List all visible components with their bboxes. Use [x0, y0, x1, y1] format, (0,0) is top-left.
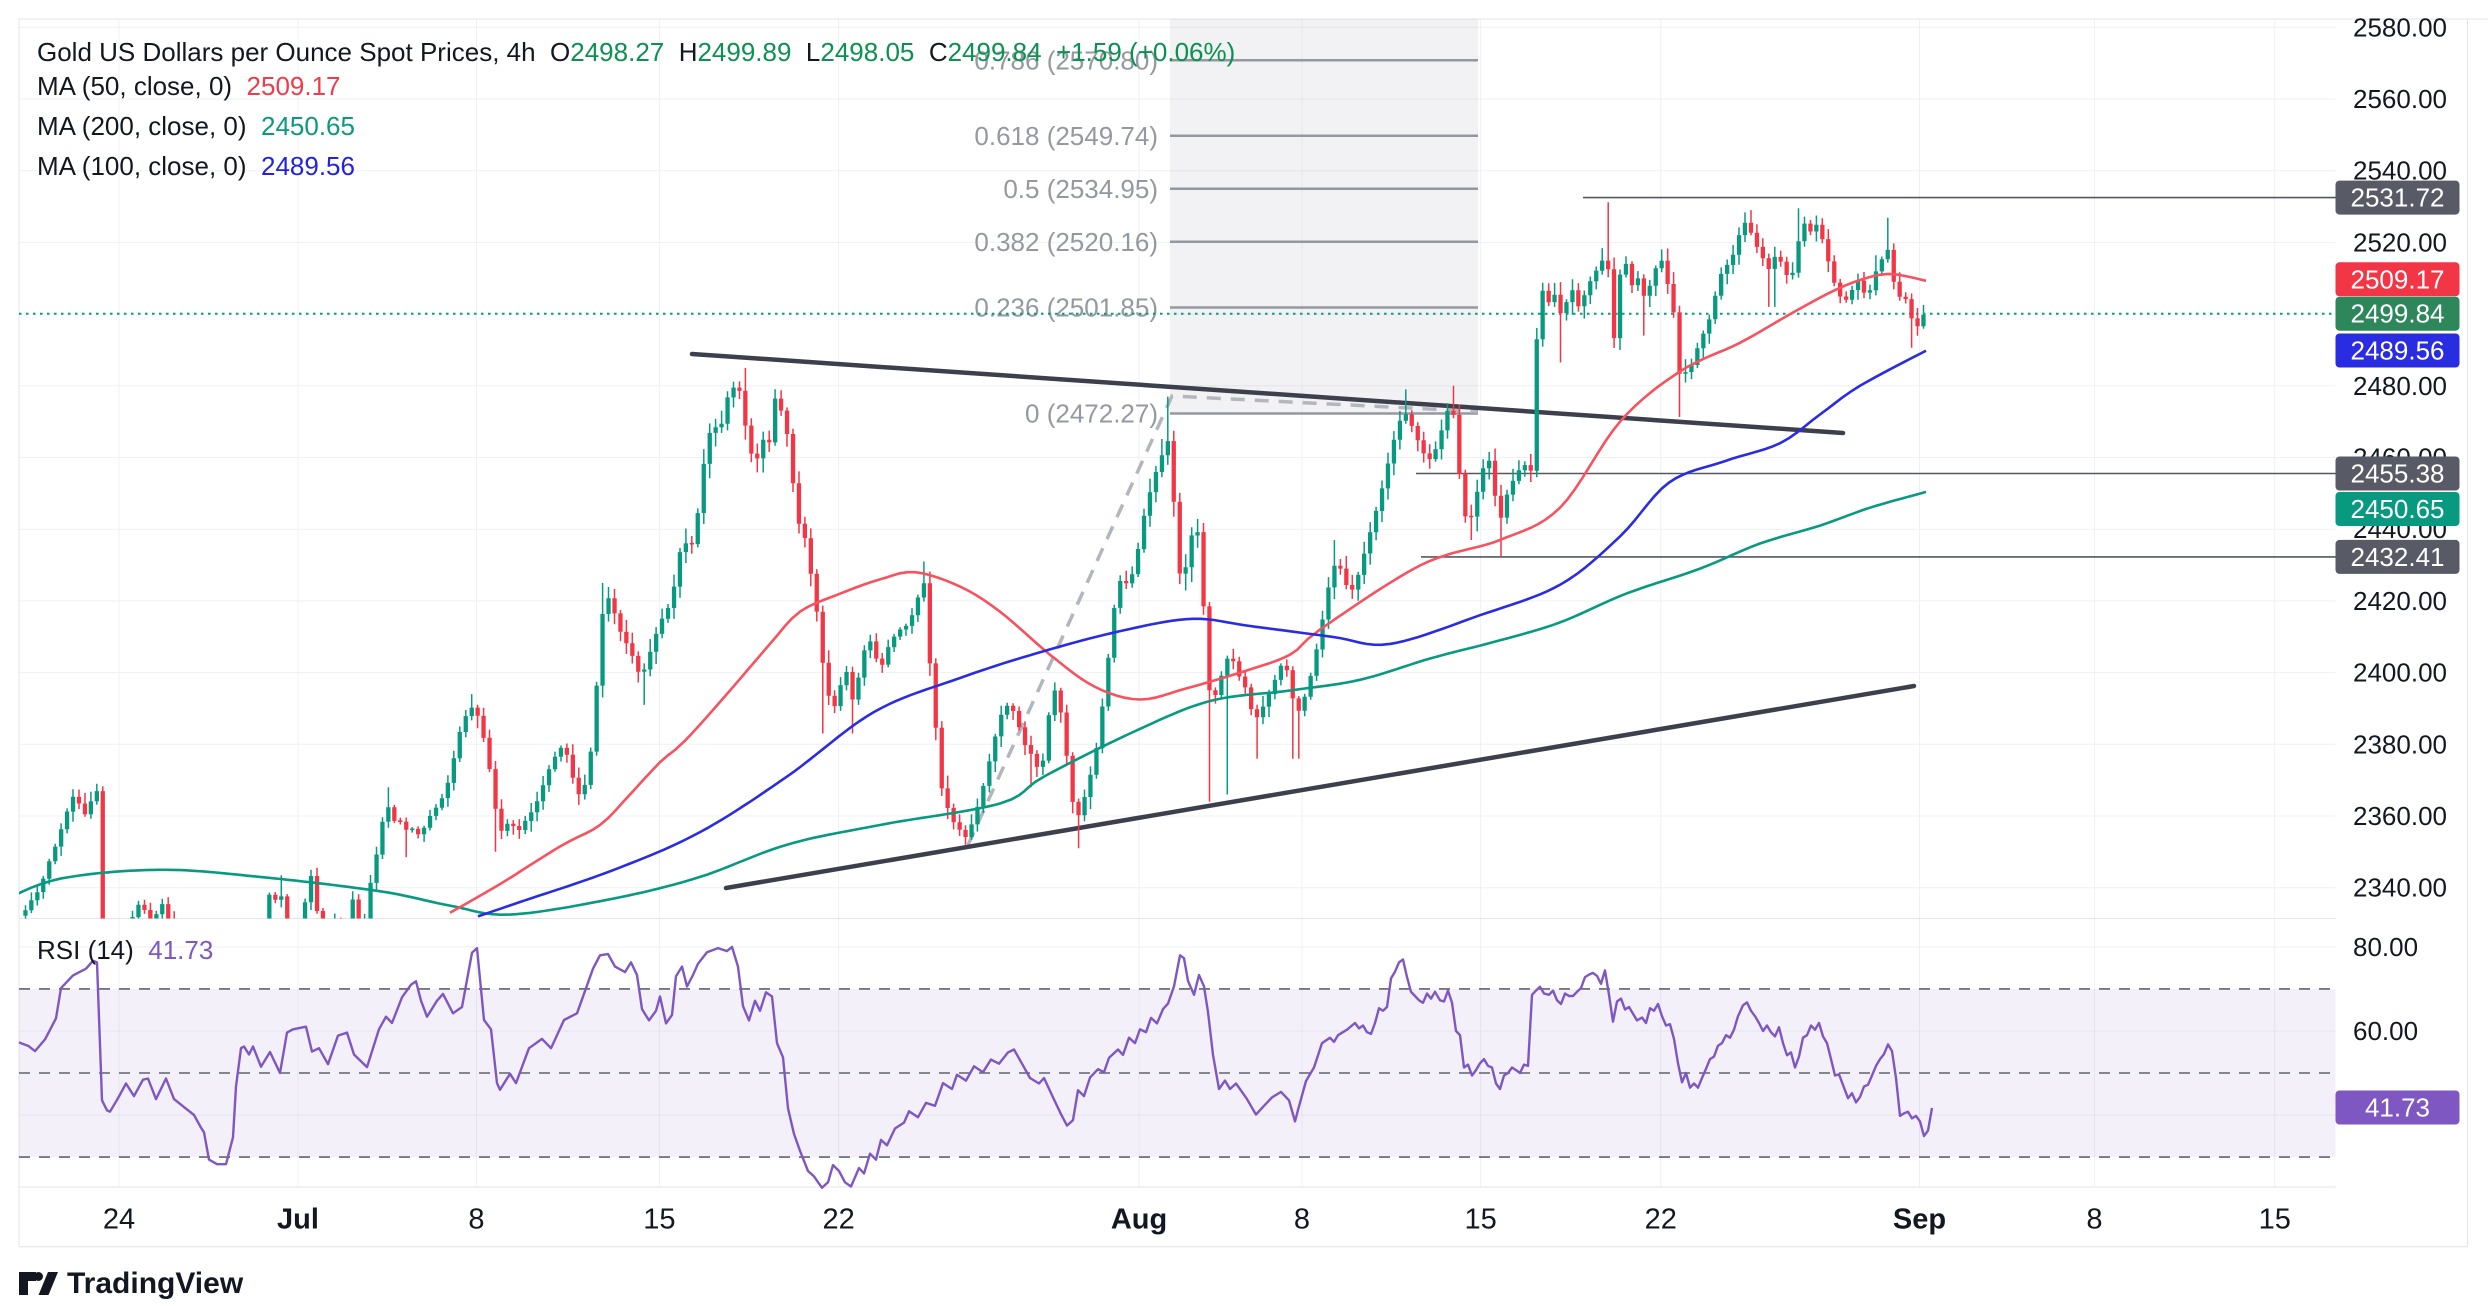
- svg-text:Sep: Sep: [1893, 1204, 1946, 1236]
- svg-text:Gold US Dollars per Ounce Spot: Gold US Dollars per Ounce Spot Prices, 4…: [37, 37, 1235, 67]
- svg-text:2455.38: 2455.38: [2351, 459, 2445, 489]
- svg-text:2489.56: 2489.56: [2351, 336, 2445, 366]
- svg-text:24: 24: [103, 1204, 135, 1236]
- svg-text:RSI (14) 41.73: RSI (14) 41.73: [37, 935, 213, 965]
- svg-text:8: 8: [1294, 1204, 1310, 1236]
- svg-text:0.786 (2570.80): 0.786 (2570.80): [974, 45, 1158, 75]
- svg-text:2380.00: 2380.00: [2353, 729, 2447, 759]
- svg-text:2520.00: 2520.00: [2353, 227, 2447, 257]
- svg-text:8: 8: [468, 1204, 484, 1236]
- svg-text:15: 15: [643, 1204, 675, 1236]
- svg-text:2432.41: 2432.41: [2351, 542, 2445, 572]
- svg-text:0.236 (2501.85): 0.236 (2501.85): [974, 293, 1158, 323]
- svg-text:15: 15: [1464, 1204, 1496, 1236]
- svg-text:0.5 (2534.95): 0.5 (2534.95): [1003, 174, 1158, 204]
- svg-text:0.382 (2520.16): 0.382 (2520.16): [974, 227, 1158, 257]
- svg-text:2420.00: 2420.00: [2353, 586, 2447, 616]
- svg-text:2560.00: 2560.00: [2353, 84, 2447, 114]
- svg-text:2400.00: 2400.00: [2353, 658, 2447, 688]
- svg-text:2340.00: 2340.00: [2353, 873, 2447, 903]
- svg-text:Aug: Aug: [1111, 1204, 1167, 1236]
- svg-text:0.618 (2549.74): 0.618 (2549.74): [974, 121, 1158, 151]
- svg-text:8: 8: [2086, 1204, 2102, 1236]
- svg-text:MA (100, close, 0) 2489.56: MA (100, close, 0) 2489.56: [37, 151, 355, 181]
- svg-text:60.00: 60.00: [2353, 1016, 2418, 1046]
- svg-text:2580.00: 2580.00: [2353, 12, 2447, 42]
- svg-text:80.00: 80.00: [2353, 932, 2418, 962]
- svg-text:0 (2472.27): 0 (2472.27): [1025, 399, 1158, 429]
- svg-text:2360.00: 2360.00: [2353, 801, 2447, 831]
- svg-text:41.73: 41.73: [2365, 1093, 2430, 1123]
- svg-text:2509.17: 2509.17: [2351, 264, 2445, 294]
- svg-text:2480.00: 2480.00: [2353, 371, 2447, 401]
- svg-text:TradingView: TradingView: [67, 1267, 244, 1300]
- svg-text:MA (50, close, 0) 2509.17: MA (50, close, 0) 2509.17: [37, 71, 341, 101]
- svg-text:2531.72: 2531.72: [2351, 183, 2445, 213]
- svg-text:22: 22: [822, 1204, 854, 1236]
- svg-text:MA (200, close, 0) 2450.65: MA (200, close, 0) 2450.65: [37, 111, 355, 141]
- svg-text:15: 15: [2259, 1204, 2291, 1236]
- svg-text:Jul: Jul: [277, 1204, 319, 1236]
- svg-text:2450.65: 2450.65: [2351, 494, 2445, 524]
- svg-text:2499.84: 2499.84: [2351, 299, 2445, 329]
- svg-text:22: 22: [1645, 1204, 1677, 1236]
